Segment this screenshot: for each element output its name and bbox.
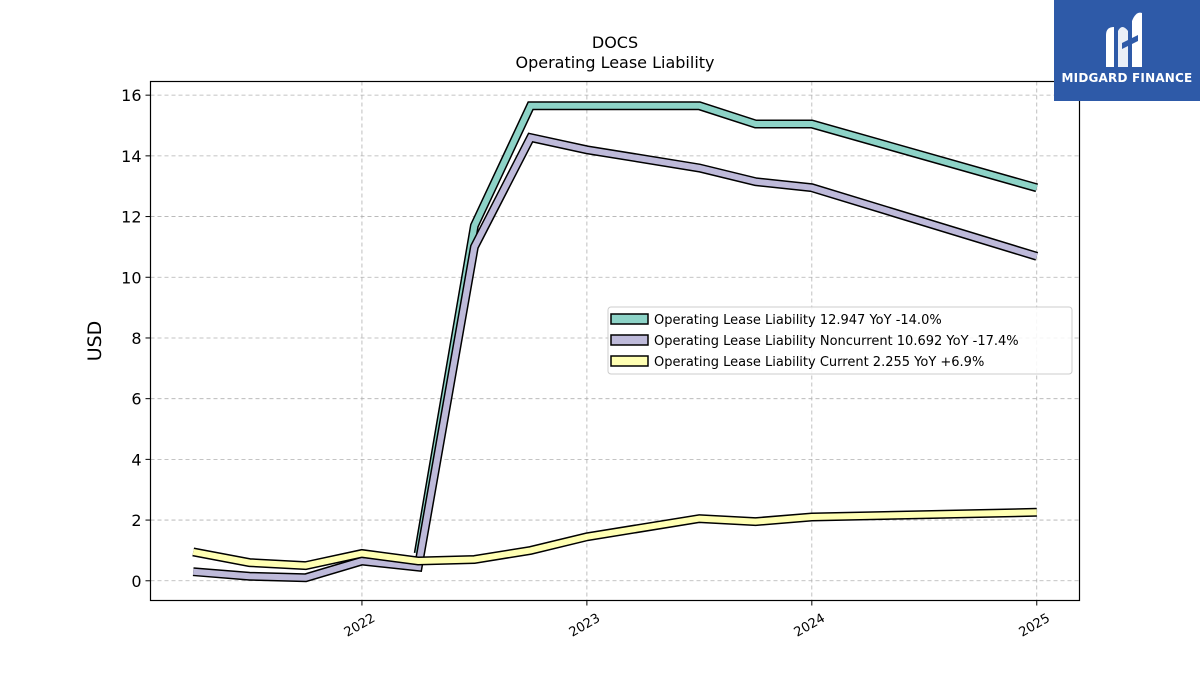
legend-box — [607, 306, 1073, 375]
logo-mark-icon — [1106, 12, 1142, 67]
y-tick-label: 14 — [121, 147, 141, 166]
y-tick-label: 0 — [131, 572, 141, 591]
y-tick-label: 2 — [131, 511, 141, 530]
x-tick-label: 2022 — [342, 611, 378, 641]
series-group — [192, 101, 1039, 583]
legend-swatch — [610, 313, 649, 325]
x-tick-label: 2023 — [567, 611, 603, 641]
y-axis: 0 2 4 6 8 10 12 14 16 — [121, 86, 151, 591]
y-axis-label: USD — [84, 321, 106, 362]
legend-entry-label: Operating Lease Liability Noncurrent 10.… — [654, 334, 1019, 349]
x-axis: 2022 2023 2024 2025 — [342, 600, 1053, 641]
brand-logo: MIDGARD FINANCE — [1054, 0, 1200, 101]
legend-swatch — [610, 334, 649, 346]
series-line-operating-lease-liability-current — [192, 509, 1037, 569]
y-tick-label: 12 — [121, 208, 141, 227]
series-line-operating-lease-liability — [415, 102, 1038, 555]
x-tick-label: 2024 — [792, 611, 828, 641]
legend-swatch — [610, 355, 649, 367]
plot-frame — [149, 80, 1081, 602]
y-tick-label: 16 — [121, 86, 141, 105]
legend: Operating Lease Liability 12.947 YoY -14… — [607, 306, 1073, 375]
logo-brand-text: MIDGARD FINANCE — [1061, 71, 1193, 85]
y-tick-label: 8 — [131, 329, 141, 348]
chart-title: DOCS — [592, 33, 638, 52]
y-tick-label: 4 — [131, 450, 141, 469]
x-tick-label: 2025 — [1017, 611, 1053, 641]
legend-entry-label: Operating Lease Liability 12.947 YoY -14… — [654, 313, 942, 328]
series-line-operating-lease-liability-noncurrent — [192, 134, 1038, 581]
y-tick-label: 10 — [121, 268, 141, 287]
y-tick-label: 6 — [131, 390, 141, 409]
chart-subtitle: Operating Lease Liability — [515, 53, 714, 72]
legend-entry-label: Operating Lease Liability Current 2.255 … — [654, 355, 984, 370]
